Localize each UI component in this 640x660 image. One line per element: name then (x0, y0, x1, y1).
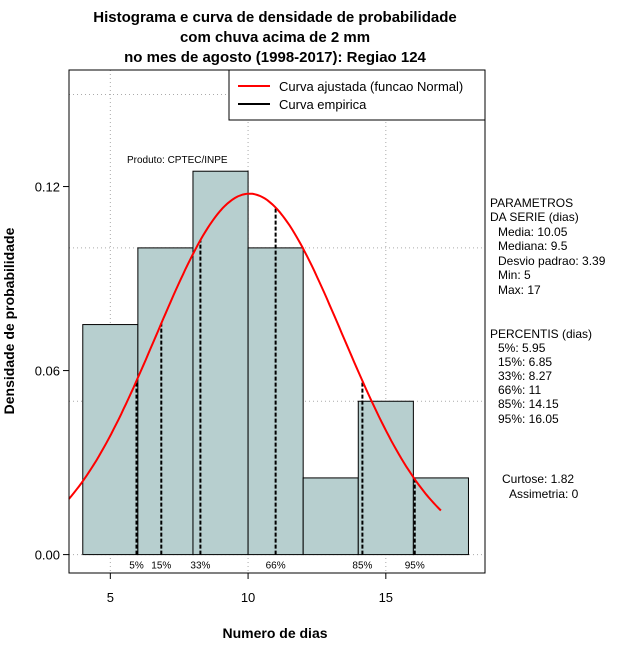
percentil-85: 85%: 14.15 (498, 397, 559, 411)
chart-title-line-3: no mes de agosto (1998-2017): Regiao 124 (124, 49, 426, 66)
parameter-std-dev: Desvio padrao: 3.39 (498, 254, 606, 268)
legend-box (228, 69, 486, 121)
histogram-bar-1 (137, 247, 194, 556)
fitted-curve-layer (68, 192, 442, 512)
percentil-33: 33%: 8.27 (498, 369, 552, 383)
y-axis-title: Densidade de probabilidade (1, 227, 17, 414)
x-tick-label-1: 10 (241, 590, 255, 605)
legend: Curva ajustada (funcao Normal) Curva emp… (228, 69, 486, 121)
parameters-panel: PARAMETROS DA SERIE (dias) Media: 10.05 … (490, 196, 606, 297)
chart-title-line-2: com chuva acima de 2 mm (180, 29, 370, 46)
percentile-label-5: 95% (405, 561, 425, 572)
percentile-markers: 5% 15% 33% 66% 85% 95% (129, 207, 425, 572)
parameter-mean: Media: 10.05 (498, 225, 568, 239)
parameters-heading-line-2: DA SERIE (dias) (490, 210, 579, 224)
parameters-heading-line-1: PARAMETROS (490, 196, 573, 210)
chart-title-line-1: Histograma e curva de densidade de proba… (93, 9, 456, 26)
kurtosis-value: Curtose: 1.82 (502, 472, 574, 486)
y-tick-label-0: 0.00 (35, 548, 60, 563)
percentis-heading: PERCENTIS (dias) (490, 327, 592, 341)
percentile-label-1: 15% (151, 561, 171, 572)
parameter-median: Mediana: 9.5 (498, 239, 568, 253)
y-tick-label-1: 0.06 (35, 364, 60, 379)
percentile-label-0: 5% (129, 561, 144, 572)
product-label: Produto: CPTEC/INPE (127, 155, 228, 166)
legend-label-empirical-curve: Curva empirica (279, 97, 367, 112)
histogram-bar-5 (357, 400, 414, 556)
histogram-bar-4 (302, 477, 359, 556)
histogram-bar-0 (82, 324, 139, 556)
shape-stats-panel: Curtose: 1.82 Assimetria: 0 (502, 472, 579, 501)
percentil-5: 5%: 5.95 (498, 341, 546, 355)
percentil-95: 95%: 16.05 (498, 412, 559, 426)
percentile-label-4: 85% (352, 561, 372, 572)
x-axis-title: Numero de dias (222, 625, 327, 641)
percentil-15: 15%: 6.85 (498, 355, 552, 369)
x-tick-label-2: 15 (379, 590, 393, 605)
percentis-panel: PERCENTIS (dias) 5%: 5.95 15%: 6.85 33%:… (490, 327, 592, 426)
axes: 0.00 0.06 0.12 5 10 15 (35, 180, 393, 605)
x-tick-label-0: 5 (107, 590, 114, 605)
percentile-label-2: 33% (190, 561, 210, 572)
legend-label-fitted-curve: Curva ajustada (funcao Normal) (279, 79, 463, 94)
parameter-min: Min: 5 (498, 268, 531, 282)
y-tick-label-2: 0.12 (35, 180, 60, 195)
parameter-max: Max: 17 (498, 283, 541, 297)
percentil-66: 66%: 11 (498, 383, 541, 397)
fitted-normal-curve (68, 192, 442, 512)
percentile-label-3: 66% (266, 561, 286, 572)
skewness-value: Assimetria: 0 (509, 487, 579, 501)
